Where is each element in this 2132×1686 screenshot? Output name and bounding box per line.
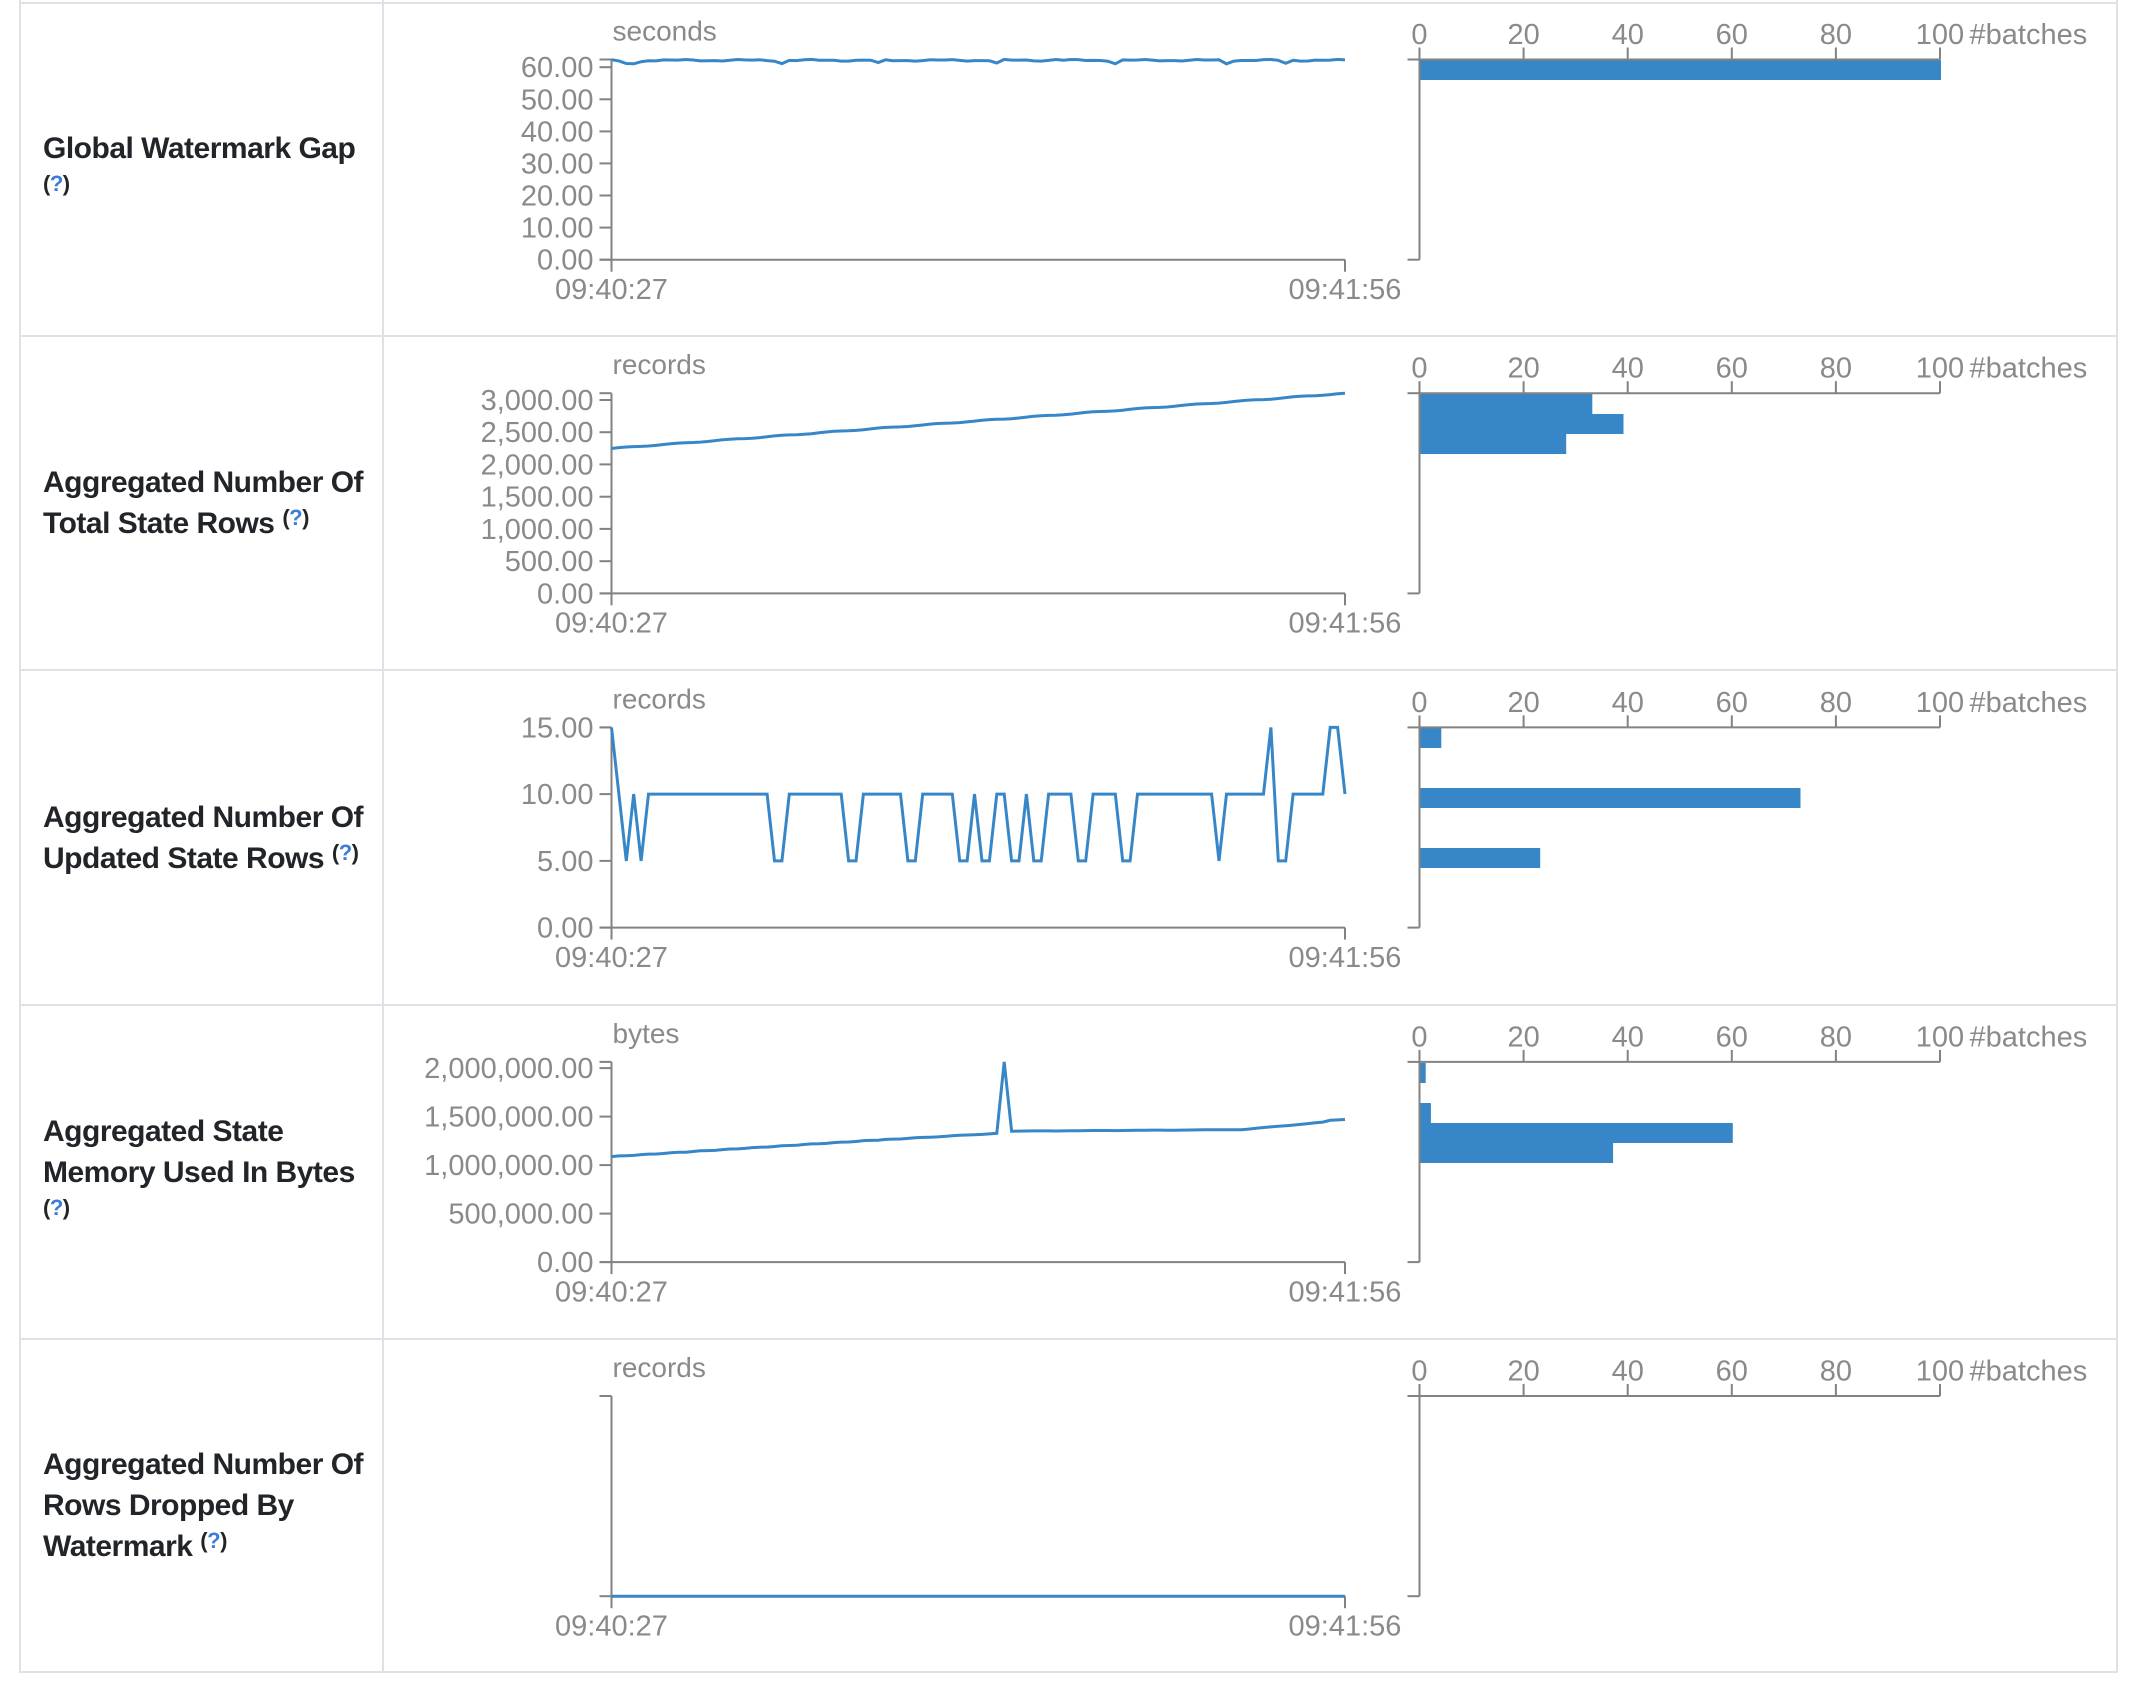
svg-text:80: 80 <box>1820 19 1852 51</box>
svg-text:0.00: 0.00 <box>537 1247 593 1279</box>
svg-text:09:40:27: 09:40:27 <box>555 1276 668 1308</box>
svg-text:records: records <box>613 349 706 380</box>
svg-text:20: 20 <box>1507 1356 1539 1388</box>
svg-text:80: 80 <box>1820 1021 1852 1053</box>
svg-text:09:40:27: 09:40:27 <box>555 942 668 974</box>
svg-text:2,000.00: 2,000.00 <box>481 449 594 481</box>
svg-text:60: 60 <box>1716 19 1748 51</box>
svg-text:20: 20 <box>1507 687 1539 719</box>
svg-text:100: 100 <box>1916 1356 1964 1388</box>
svg-text:#batches: #batches <box>1970 1021 2088 1053</box>
svg-text:80: 80 <box>1820 353 1852 385</box>
svg-text:09:41:56: 09:41:56 <box>1289 274 1402 306</box>
svg-text:records: records <box>613 683 706 714</box>
svg-text:60: 60 <box>1716 353 1748 385</box>
svg-text:40: 40 <box>1612 1356 1644 1388</box>
svg-text:40: 40 <box>1612 353 1644 385</box>
svg-text:09:40:27: 09:40:27 <box>555 1611 668 1643</box>
svg-text:09:41:56: 09:41:56 <box>1289 942 1402 974</box>
svg-text:80: 80 <box>1820 1356 1852 1388</box>
svg-text:60: 60 <box>1716 1021 1748 1053</box>
svg-text:3,000.00: 3,000.00 <box>481 385 594 417</box>
svg-text:20: 20 <box>1507 19 1539 51</box>
svg-text:1,000,000.00: 1,000,000.00 <box>424 1150 593 1182</box>
svg-text:#batches: #batches <box>1970 19 2088 51</box>
svg-text:100: 100 <box>1916 19 1964 51</box>
svg-text:09:41:56: 09:41:56 <box>1289 1611 1402 1643</box>
svg-text:#batches: #batches <box>1970 353 2088 385</box>
svg-text:100: 100 <box>1916 687 1964 719</box>
svg-text:500.00: 500.00 <box>505 546 594 578</box>
svg-text:40: 40 <box>1612 1021 1644 1053</box>
svg-text:100: 100 <box>1916 353 1964 385</box>
svg-text:#batches: #batches <box>1970 1356 2088 1388</box>
svg-text:60: 60 <box>1716 1356 1748 1388</box>
svg-text:30.00: 30.00 <box>521 148 594 180</box>
svg-text:40.00: 40.00 <box>521 116 594 148</box>
svg-text:09:41:56: 09:41:56 <box>1289 608 1402 640</box>
svg-text:2,500.00: 2,500.00 <box>481 417 594 449</box>
svg-text:0: 0 <box>1411 687 1427 719</box>
svg-text:20.00: 20.00 <box>521 181 594 213</box>
svg-text:records: records <box>613 1352 706 1383</box>
svg-text:40: 40 <box>1612 19 1644 51</box>
svg-text:10.00: 10.00 <box>521 779 594 811</box>
svg-text:0: 0 <box>1411 19 1427 51</box>
svg-text:1,000.00: 1,000.00 <box>481 514 594 546</box>
svg-text:bytes: bytes <box>613 1018 680 1049</box>
svg-text:#batches: #batches <box>1970 687 2088 719</box>
svg-text:60.00: 60.00 <box>521 52 594 84</box>
svg-text:60: 60 <box>1716 687 1748 719</box>
svg-text:0: 0 <box>1411 1021 1427 1053</box>
svg-text:10.00: 10.00 <box>521 213 594 245</box>
svg-text:1,500,000.00: 1,500,000.00 <box>424 1102 593 1134</box>
svg-text:500,000.00: 500,000.00 <box>448 1199 593 1231</box>
svg-text:0.00: 0.00 <box>537 578 593 610</box>
svg-text:0.00: 0.00 <box>537 913 593 945</box>
svg-text:09:40:27: 09:40:27 <box>555 274 668 306</box>
svg-text:09:41:56: 09:41:56 <box>1289 1276 1402 1308</box>
svg-text:20: 20 <box>1507 353 1539 385</box>
svg-text:2,000,000.00: 2,000,000.00 <box>424 1053 593 1085</box>
svg-text:100: 100 <box>1916 1021 1964 1053</box>
svg-text:0: 0 <box>1411 353 1427 385</box>
svg-text:80: 80 <box>1820 687 1852 719</box>
svg-text:0: 0 <box>1411 1356 1427 1388</box>
svg-text:1,500.00: 1,500.00 <box>481 482 594 514</box>
svg-text:09:40:27: 09:40:27 <box>555 608 668 640</box>
svg-text:seconds: seconds <box>613 16 717 47</box>
svg-text:50.00: 50.00 <box>521 84 594 116</box>
svg-text:5.00: 5.00 <box>537 846 593 878</box>
svg-text:15.00: 15.00 <box>521 712 594 744</box>
svg-text:0.00: 0.00 <box>537 245 593 277</box>
svg-text:20: 20 <box>1507 1021 1539 1053</box>
svg-text:40: 40 <box>1612 687 1644 719</box>
